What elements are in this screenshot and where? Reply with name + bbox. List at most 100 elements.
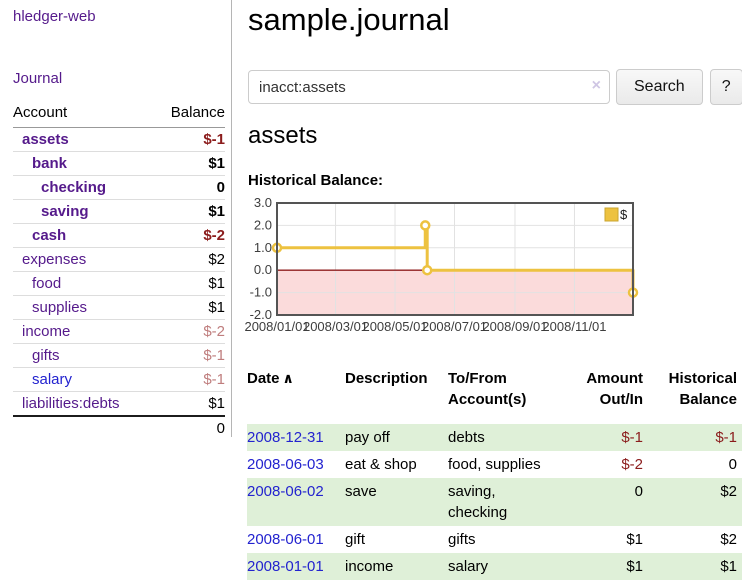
register-accounts-cell: saving, checking [448, 478, 568, 526]
page-title: sample.journal [248, 2, 450, 37]
sidebar-account-balance: $2 [153, 247, 225, 272]
register-body: 2008-12-31 pay off debts $-1 $-1 2008-06-03 ea… [247, 424, 742, 580]
sidebar-account-row: salary $-1 [13, 367, 225, 392]
sidebar-account-cell: income [13, 319, 154, 344]
sidebar-account-link[interactable]: saving [41, 203, 89, 220]
sidebar-account-balance: $1 [153, 391, 225, 416]
chart-x-tick-label: 2008/11/01 [542, 319, 606, 334]
register-row: 2008-06-02 save saving, checking 0 $2 [247, 478, 742, 526]
chart-y-tick-label: -1.0 [250, 285, 272, 300]
register-balance-cell: $2 [643, 478, 742, 526]
register-date-link[interactable]: 2008-06-02 [247, 483, 324, 500]
sidebar-account-link[interactable]: food [32, 275, 62, 292]
register-row: 2008-01-01 income salary $1 $1 [247, 553, 742, 580]
sidebar: hledger-web Journal Account Balance asse… [0, 0, 232, 440]
chart-x-tick-label: 2008/07/01 [422, 319, 487, 334]
balance-chart-svg: 2008/01/012008/03/012008/05/012008/07/01… [244, 195, 639, 334]
sidebar-account-cell: assets [13, 128, 154, 152]
register-balance-cell: $-1 [643, 424, 742, 451]
sidebar-account-link[interactable]: liabilities:debts [22, 395, 120, 412]
sidebar-account-balance: $1 [153, 151, 225, 176]
register-date-link[interactable]: 2008-01-01 [247, 558, 324, 575]
sidebar-account-column-header: Account [13, 101, 154, 128]
register-row: 2008-06-01 gift gifts $1 $2 [247, 526, 742, 553]
register-description-cell: pay off [345, 424, 448, 451]
register-amount-cell: 0 [568, 478, 643, 526]
register-accounts-text: salary [448, 558, 489, 575]
sidebar-total-row: 0 [13, 415, 225, 440]
register-date-link[interactable]: 2008-06-01 [247, 531, 324, 548]
sidebar-account-link[interactable]: checking [41, 179, 107, 196]
register-description-cell: save [345, 478, 448, 526]
register-balance-cell: $1 [643, 553, 742, 580]
sidebar-account-row: checking 0 [13, 175, 225, 200]
register-date-cell: 2008-12-31 [247, 424, 345, 451]
sidebar-account-link[interactable]: cash [32, 227, 67, 244]
sidebar-account-link[interactable]: assets [22, 131, 69, 148]
register-description-header: Description [345, 370, 428, 387]
register-date-cell: 2008-06-01 [247, 526, 345, 553]
sidebar-account-cell: checking [13, 175, 154, 200]
register-accounts-cell: debts [448, 424, 568, 451]
sidebar-account-balance: $1 [153, 295, 225, 320]
register-accounts-text: saving, checking [448, 483, 508, 521]
sidebar-account-cell: expenses [13, 247, 154, 272]
search-input-wrap: × [248, 70, 610, 104]
sidebar-account-balance: $-2 [153, 319, 225, 344]
sidebar-account-cell: food [13, 271, 154, 296]
register-amount-header: Amount Out/In [586, 370, 643, 408]
register-amount-cell: $1 [626, 531, 643, 548]
sidebar-account-row: gifts $-1 [13, 343, 225, 368]
chart-y-tick-label: 2.0 [254, 217, 272, 232]
search-input[interactable] [248, 70, 610, 104]
sidebar-account-link[interactable]: gifts [32, 347, 60, 364]
sidebar-account-row: assets $-1 [13, 128, 225, 152]
register-accounts-cell: salary [448, 553, 568, 580]
brand-link[interactable]: hledger-web [13, 8, 96, 25]
search-button[interactable]: Search [616, 69, 703, 105]
sidebar-account-cell: liabilities:debts [13, 391, 154, 416]
chart-x-tick-label: 2008/05/01 [362, 319, 427, 334]
chart-y-tick-label: -2.0 [250, 307, 272, 322]
chart-legend-label: $ [620, 207, 628, 222]
sort-ascending-icon: ∧ [282, 370, 294, 386]
chart-title: Historical Balance: [248, 172, 384, 189]
register-balance-header: Historical Balance [668, 370, 737, 408]
sidebar-account-link[interactable]: salary [32, 371, 73, 388]
sidebar-item-journal[interactable]: Journal [13, 70, 63, 87]
register-accounts-cell: gifts [448, 526, 568, 553]
register-row: 2008-12-31 pay off debts $-1 $-1 [247, 424, 742, 451]
sidebar-account-link[interactable]: expenses [22, 251, 87, 268]
sidebar-account-cell: saving [13, 199, 154, 224]
register-balance-cell: 0 [728, 456, 737, 473]
help-button[interactable]: ? [709, 69, 742, 105]
chart-x-tick-label: 2008/01/01 [244, 319, 309, 334]
sidebar-account-cell: gifts [13, 343, 154, 368]
register-accounts-text: gifts [448, 531, 476, 548]
register-row: 2008-06-03 eat & shop food, supplies $-2 0 [247, 451, 742, 478]
chart-border [276, 202, 634, 316]
register-date-link[interactable]: 2008-12-31 [247, 429, 324, 446]
sidebar-total-spacer [13, 415, 154, 440]
sidebar-account-cell: supplies [13, 295, 154, 320]
register-table: Date ∧ Description To/From Account(s) Amo… [247, 366, 742, 580]
sidebar-account-cell: cash [13, 223, 154, 248]
chart-data-point-marker [420, 220, 431, 231]
register-amount-cell: $1 [568, 553, 643, 580]
sidebar-account-link[interactable]: bank [32, 155, 68, 172]
search-bar: × Search ? [248, 69, 742, 105]
register-date-cell: 2008-06-03 [247, 451, 345, 478]
chart-legend-swatch [604, 207, 619, 222]
sidebar-account-link[interactable]: supplies [32, 299, 88, 316]
sidebar-total-balance: 0 [153, 415, 225, 440]
clear-search-icon[interactable]: × [591, 77, 601, 94]
sidebar-account-link[interactable]: income [22, 323, 71, 340]
register-date-header[interactable]: Date ∧ [247, 366, 345, 424]
sidebar-account-row: cash $-2 [13, 223, 225, 248]
register-accounts-text: food, supplies [448, 456, 541, 473]
chart-y-tick-label: 0.0 [254, 262, 272, 277]
register-date-link[interactable]: 2008-06-03 [247, 456, 324, 473]
account-heading: assets [248, 122, 318, 149]
register-accounts-text: debts [448, 429, 485, 446]
